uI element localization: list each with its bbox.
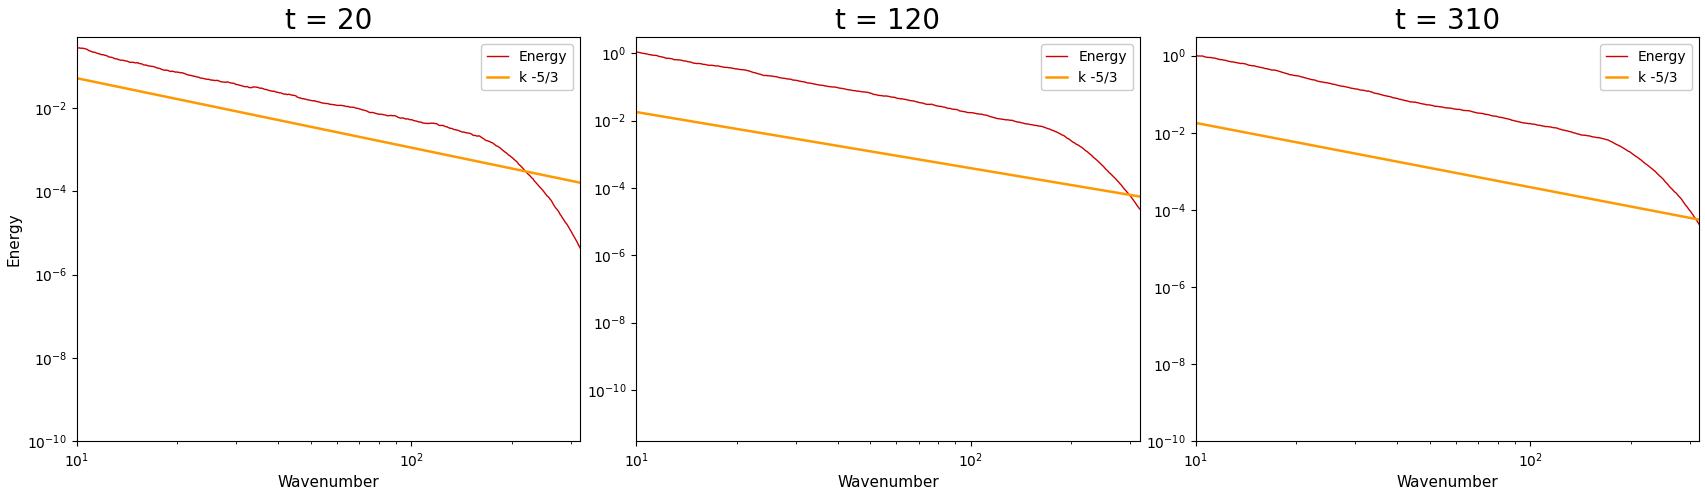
Energy (852, 89, 873, 95)
k -5/3 (1274, 137, 1294, 143)
Energy (1563, 130, 1584, 136)
Line: Energy: Energy (636, 52, 1139, 209)
Energy (293, 96, 314, 102)
k -5/3 (1482, 177, 1502, 183)
k -5/3 (66, 75, 87, 81)
k -5/3 (569, 180, 590, 186)
Legend: Energy, k -5/3: Energy, k -5/3 (1040, 44, 1132, 90)
Energy (363, 110, 384, 116)
Energy (755, 73, 776, 79)
Energy (1315, 80, 1335, 85)
Y-axis label: Energy: Energy (7, 212, 22, 266)
Title: t = 120: t = 120 (835, 7, 939, 35)
Energy (1412, 101, 1432, 107)
Energy (714, 64, 735, 70)
Line: k -5/3: k -5/3 (636, 112, 1139, 196)
Line: k -5/3: k -5/3 (1195, 123, 1698, 220)
k -5/3 (1004, 172, 1025, 178)
k -5/3 (852, 147, 873, 153)
Energy (1521, 121, 1541, 127)
k -5/3 (962, 166, 982, 171)
Energy (1688, 221, 1705, 227)
k -5/3 (1315, 145, 1335, 151)
X-axis label: Wavenumber: Wavenumber (1396, 475, 1497, 490)
k -5/3 (363, 137, 384, 143)
k -5/3 (626, 109, 646, 115)
k -5/3 (755, 131, 776, 137)
Energy (569, 245, 590, 251)
Energy (445, 127, 465, 133)
X-axis label: Wavenumber: Wavenumber (278, 475, 379, 490)
Legend: Energy, k -5/3: Energy, k -5/3 (481, 44, 573, 90)
k -5/3 (1688, 217, 1705, 223)
X-axis label: Wavenumber: Wavenumber (837, 475, 938, 490)
Energy (626, 49, 646, 55)
k -5/3 (1129, 193, 1149, 199)
Title: t = 310: t = 310 (1395, 7, 1499, 35)
k -5/3 (922, 159, 943, 165)
Energy (962, 110, 982, 116)
k -5/3 (714, 124, 735, 130)
Energy (1274, 70, 1294, 76)
k -5/3 (293, 122, 314, 128)
Energy (66, 45, 87, 51)
k -5/3 (196, 102, 217, 108)
k -5/3 (1563, 193, 1584, 199)
Energy (155, 67, 176, 73)
k -5/3 (445, 154, 465, 160)
Energy (196, 76, 217, 82)
Line: Energy: Energy (77, 48, 580, 248)
Energy (922, 102, 943, 108)
Title: t = 20: t = 20 (285, 7, 372, 35)
Energy (1482, 113, 1502, 119)
Line: k -5/3: k -5/3 (77, 78, 580, 183)
k -5/3 (155, 94, 176, 100)
Energy (402, 117, 423, 123)
k -5/3 (1185, 120, 1205, 126)
k -5/3 (402, 145, 423, 151)
k -5/3 (1521, 184, 1541, 190)
Energy (1129, 206, 1149, 212)
Energy (1185, 53, 1205, 59)
Line: Energy: Energy (1195, 56, 1698, 224)
Legend: Energy, k -5/3: Energy, k -5/3 (1599, 44, 1691, 90)
Energy (1004, 118, 1025, 124)
k -5/3 (1412, 164, 1432, 169)
